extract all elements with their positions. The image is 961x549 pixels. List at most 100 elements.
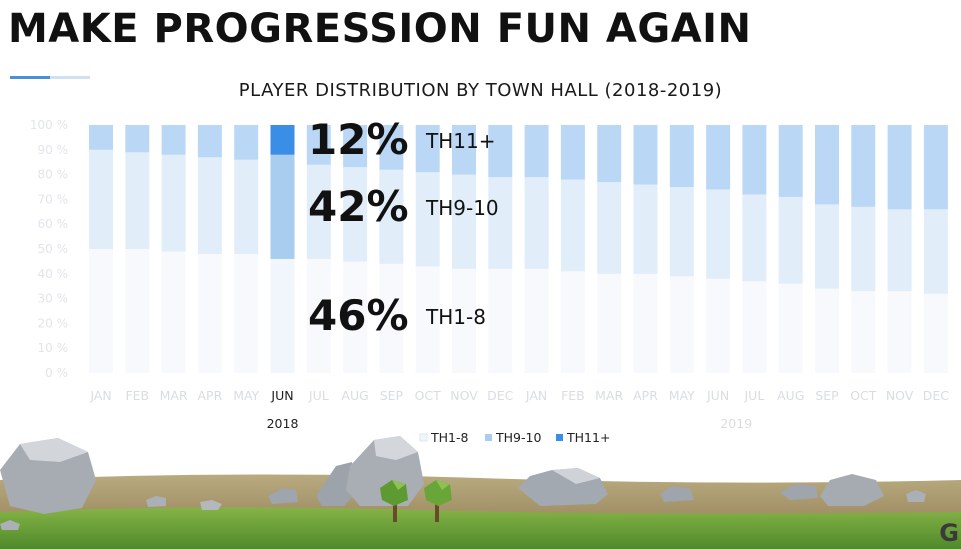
bar-segment-th18 (815, 288, 839, 373)
bar-segment-th11 (778, 125, 803, 197)
bar-segment-th11 (234, 125, 259, 160)
x-tick-label: MAY (233, 388, 259, 403)
y-tick-label: 60 % (38, 217, 69, 231)
x-tick-label: FEB (561, 388, 585, 403)
bar-segment-th11 (343, 125, 368, 168)
bar-segment-th910 (633, 184, 658, 274)
legend-label: TH1-8 (430, 430, 468, 445)
x-tick-label: DEC (923, 388, 950, 403)
y-tick-label: 40 % (38, 267, 69, 281)
x-tick-label: JUN (270, 388, 293, 403)
bar-segment-th18 (343, 261, 368, 373)
bar-segment-th11 (306, 125, 331, 165)
y-tick-label: 10 % (38, 341, 69, 355)
x-tick-label: JUL (308, 388, 329, 403)
bar-segment-th910 (89, 149, 113, 249)
bar-segment-th910 (923, 209, 948, 294)
bar-segment-th11 (560, 125, 585, 180)
bar-segment-th910 (234, 159, 259, 254)
bar-segment-th910 (125, 152, 150, 249)
bar-segment-th910 (488, 177, 513, 269)
bar-segment-th18 (887, 291, 912, 373)
chart-title: PLAYER DISTRIBUTION BY TOWN HALL (2018-2… (238, 80, 723, 101)
x-tick-label: OCT (850, 388, 877, 403)
callout-value: 46% (308, 291, 409, 340)
x-tick-label: OCT (415, 388, 442, 403)
y-tick-label: 80 % (38, 168, 69, 182)
y-tick-label: 100 % (30, 118, 68, 132)
bar-segment-th18 (560, 271, 585, 373)
x-tick-label: JUN (706, 388, 729, 403)
callout-label: TH11+ (425, 129, 495, 153)
legend-label: TH11+ (566, 430, 610, 445)
x-tick-label: SEP (815, 388, 839, 403)
bar-segment-th910 (306, 164, 331, 259)
bar-segment-th11 (815, 125, 839, 205)
bar-segment-th910 (415, 172, 440, 267)
bar-segment-th18 (706, 278, 731, 373)
bar-segment-th11 (197, 125, 222, 158)
y-tick-label: 20 % (38, 316, 69, 330)
bar-segment-th18 (488, 268, 513, 373)
y-tick-label: 50 % (38, 242, 69, 256)
bar-segment-th910 (597, 182, 622, 274)
bar-segment-th11 (633, 125, 658, 185)
x-tick-label: JUL (743, 388, 764, 403)
callout-label: TH1-8 (425, 305, 486, 329)
x-tick-label: APR (198, 388, 223, 403)
bar-segment-th11 (161, 125, 186, 155)
y-tick-label: 30 % (38, 292, 69, 306)
x-tick-label: AUG (341, 388, 368, 403)
bar-segment-th18 (125, 249, 150, 373)
bar-segment-th18 (524, 268, 549, 373)
bar-segment-th910 (815, 204, 839, 289)
bar-segment-th18 (161, 251, 186, 373)
title-underline (10, 76, 90, 79)
bar-segment-th910 (379, 169, 404, 264)
bar-segment-th11 (415, 125, 440, 173)
bar-segment-th910 (161, 154, 186, 252)
bar-segment-th11 (887, 125, 912, 210)
bar-segment-th18 (778, 283, 803, 373)
bar-segment-th11 (452, 125, 476, 175)
bar-segment-th910 (851, 206, 876, 292)
slide-title: MAKE PROGRESSION FUN AGAIN (8, 6, 752, 52)
y-tick-label: 70 % (38, 192, 69, 206)
bar-segment-th18 (597, 273, 622, 373)
bar-segment-th18 (923, 293, 948, 373)
bar-segment-th18 (379, 263, 404, 373)
bar-segment-th11 (669, 125, 694, 187)
bar-segment-th18 (306, 258, 331, 373)
year-label: 2019 (720, 416, 752, 431)
bar-segment-th18 (742, 281, 767, 373)
bar-segment-th11 (125, 125, 150, 153)
bar-segment-th11 (706, 125, 731, 190)
bar-segment-th910 (343, 167, 368, 262)
x-tick-label: DEC (487, 388, 514, 403)
bar-segment-th910 (778, 196, 803, 284)
x-tick-label: JAN (89, 388, 111, 403)
bar-segment-th910 (560, 179, 585, 272)
bar-segment-th18 (270, 258, 295, 373)
callout-value: 12% (308, 115, 409, 164)
bar-segment-th18 (415, 266, 440, 373)
bar-segment-th11 (270, 125, 295, 155)
bar-segment-th910 (524, 177, 549, 269)
bar-segment-th11 (923, 125, 948, 210)
bar-segment-th910 (270, 154, 295, 259)
bar-segment-th18 (234, 253, 259, 373)
bar-segment-th910 (669, 187, 694, 277)
bar-segment-th18 (851, 291, 876, 373)
bar-segment-th18 (669, 276, 694, 373)
x-tick-label: MAR (160, 388, 188, 403)
x-tick-label: AUG (777, 388, 804, 403)
legend-swatch (419, 433, 428, 442)
x-tick-label: MAR (595, 388, 623, 403)
bar-segment-th18 (452, 268, 476, 373)
bar-segment-th910 (742, 194, 767, 282)
x-tick-label: NOV (886, 388, 914, 403)
bar-segment-th11 (89, 125, 113, 150)
y-tick-label: 0 % (45, 366, 68, 380)
x-tick-label: JAN (525, 388, 547, 403)
